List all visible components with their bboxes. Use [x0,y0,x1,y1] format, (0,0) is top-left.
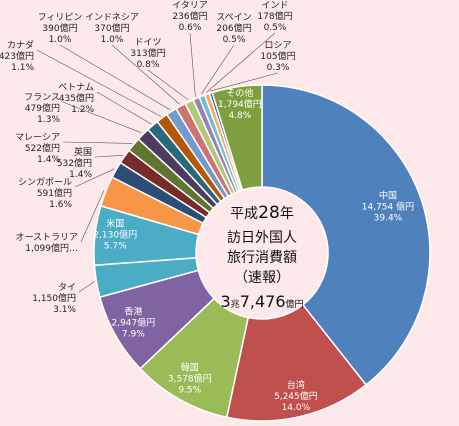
leader-4 [78,281,95,293]
center-label: 平成28年 訪日外国人 旅行消費額 （速報） 3兆7,476億円 [220,203,303,311]
slice-label-20: その他 1,794億円 4.8% [218,87,262,121]
center-line1: 平成28年 [230,203,294,223]
leader-6 [80,190,105,243]
slice-label-7: シンガポール 591億円 1.6% [18,177,72,210]
leader-8 [94,154,123,158]
slice-label-17: スペイン 206億円 0.5% [216,13,251,45]
slice-label-19: ロシア 105億円 0.3% [260,41,295,73]
leader-10 [62,101,142,134]
leader-9 [62,141,133,144]
leader-lines [36,32,279,293]
leader-15 [147,69,189,101]
slice-20 [211,84,263,191]
slice-label-18: インド 178億円 0.5% [257,1,292,33]
slice-label-15: ドイツ 313億円 0.8% [130,38,165,70]
leader-12 [36,49,161,117]
leader-16 [189,32,196,97]
slice-label-16: イタリア 236億円 0.6% [172,0,208,33]
slice-label-4: タイ 1,150億円 3.1% [32,282,76,315]
slice-0 [261,84,431,386]
slice-1 [225,303,368,422]
slice-label-11: ベトナム 435億円 1.2% [58,82,94,115]
chart-slices [93,84,431,422]
slice-label-8: 英国 532億円 1.4% [57,146,93,180]
leader-18 [206,32,276,93]
slice-label-9: マレーシア 522億円 1.4% [15,133,60,165]
slice-label-14: インドネシア 370億円 1.0% [85,12,139,45]
leader-17 [200,44,235,95]
leader-7 [74,168,115,188]
center-line4: （速報） [234,270,290,286]
center-total: 3兆7,476億円 [220,292,303,311]
slice-label-13: フィリピン 390億円 1.0% [38,12,83,45]
slice-label-12: カナダ 423億円 1.1% [0,39,34,73]
center-line3: 旅行消費額 [227,250,297,266]
slice-label-10: フランス 479億円 1.3% [24,92,60,125]
leader-14 [111,44,180,105]
leader-13 [59,44,171,111]
slice-labels: 中国 14,754 億円 39.4% 台湾 5,245億円 14.0% 韓国 3,578億円 9… [0,0,414,413]
slice-label-0: 中国 14,754 億円 39.4% [362,189,414,223]
leader-11 [96,91,152,125]
center-line2: 訪日外国人 [227,230,297,246]
slice-label-3: 香港 2,947億円 7.9% [111,305,155,339]
slice-label-2: 韓国 3,578億円 9.5% [168,363,212,396]
leader-19 [210,72,279,92]
slice-label-5: 米国 2,130億円 5.7% [93,217,137,251]
slice-label-6: オーストラリア 1,099億円… [15,232,78,254]
slice-label-1: 台湾 5,245億円 14.0% [274,379,318,413]
